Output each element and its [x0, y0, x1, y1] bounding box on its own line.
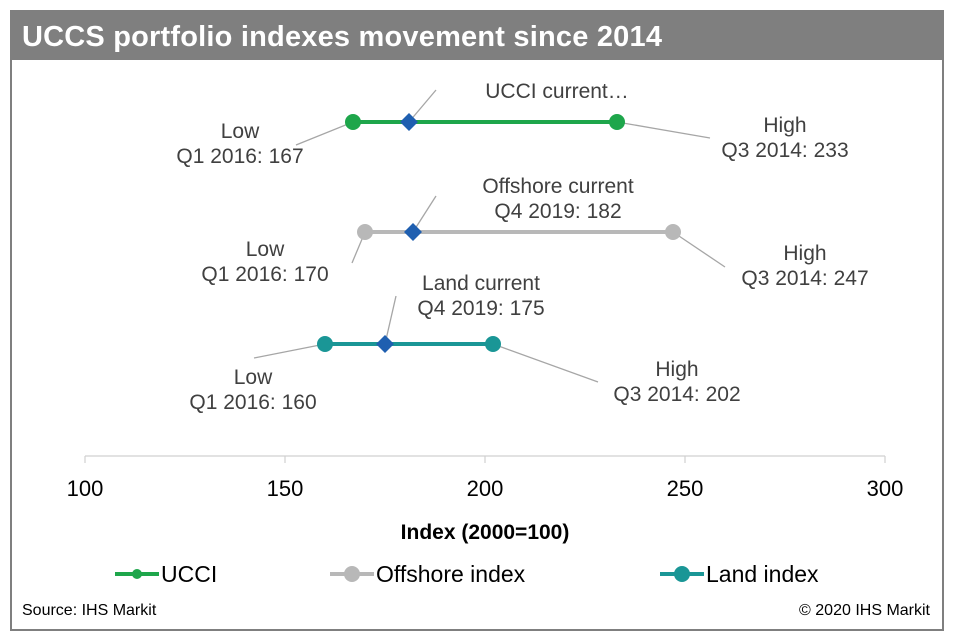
high-leader-line — [616, 121, 711, 139]
source-note: Source: IHS Markit — [22, 602, 157, 619]
chart-frame: UCCS portfolio indexes movement since 20… — [10, 10, 944, 631]
high-point — [609, 114, 625, 130]
legend-label: Offshore index — [376, 561, 526, 587]
low-point — [357, 224, 373, 240]
legend-label: Land index — [706, 561, 819, 587]
high-label: High Q3 2014: 233 — [721, 114, 848, 162]
legend-marker — [132, 569, 142, 579]
current-point — [404, 223, 422, 241]
current-leader-line — [408, 89, 437, 123]
copyright-note: © 2020 IHS Markit — [799, 602, 930, 619]
x-tick-label: 250 — [667, 476, 704, 501]
low-point — [317, 336, 333, 352]
high-label: High Q3 2014: 247 — [741, 242, 868, 290]
low-label: Low Q1 2016: 170 — [201, 238, 328, 286]
low-point — [345, 114, 361, 130]
high-point — [485, 336, 501, 352]
legend-label: UCCI — [161, 561, 217, 587]
high-leader-line — [492, 343, 599, 383]
low-leader-line — [253, 343, 326, 359]
low-label: Low Q1 2016: 167 — [176, 120, 303, 168]
x-tick-label: 150 — [267, 476, 304, 501]
high-leader-line — [672, 231, 726, 268]
current-point — [400, 113, 418, 131]
x-tick-label: 300 — [867, 476, 904, 501]
legend-marker — [344, 566, 360, 582]
current-label: Land current Q4 2019: 175 — [417, 272, 544, 320]
x-axis-title: Index (2000=100) — [401, 521, 570, 544]
high-point — [665, 224, 681, 240]
low-leader-line — [295, 121, 354, 146]
current-leader-line — [412, 195, 437, 233]
current-leader-line — [384, 295, 397, 345]
x-tick-label: 200 — [467, 476, 504, 501]
title-bar: UCCS portfolio indexes movement since 20… — [12, 12, 942, 60]
x-tick-label: 100 — [67, 476, 104, 501]
high-label: High Q3 2014: 202 — [613, 358, 740, 406]
chart-title: UCCS portfolio indexes movement since 20… — [22, 21, 663, 53]
legend-marker — [674, 566, 690, 582]
current-point — [376, 335, 394, 353]
low-label: Low Q1 2016: 160 — [189, 366, 316, 414]
current-label: UCCI current… — [485, 80, 629, 103]
current-label: Offshore current Q4 2019: 182 — [482, 175, 634, 223]
